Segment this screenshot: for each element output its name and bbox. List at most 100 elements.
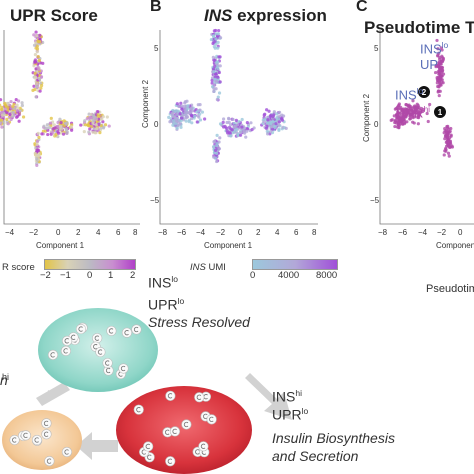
scatter-point <box>91 130 95 134</box>
state-left-sup-2: hi <box>2 372 10 382</box>
scatter-point <box>37 135 41 139</box>
scatter-point <box>428 102 432 107</box>
scatter-point <box>9 99 13 104</box>
scatter-point <box>20 101 24 105</box>
cell-nucleus <box>195 449 200 455</box>
scatter-point <box>413 111 417 115</box>
scatter-point <box>212 34 216 38</box>
panel-a-xtick: 2 <box>76 228 81 237</box>
scatter-point <box>35 163 39 167</box>
cell <box>60 345 72 356</box>
colorbar-tick: −1 <box>60 270 71 281</box>
panel-b-letter: B <box>150 0 162 15</box>
scatter-point <box>16 99 21 103</box>
scatter-point <box>239 130 243 135</box>
panel-c-legend-inslo: INSlo <box>395 86 424 103</box>
scatter-point <box>447 138 451 142</box>
scatter-point <box>99 124 103 128</box>
scatter-point <box>438 76 442 80</box>
scatter-point <box>58 117 62 121</box>
scatter-point <box>437 89 441 93</box>
scatter-point <box>394 113 399 117</box>
panel-a-xtick: 8 <box>133 228 138 237</box>
scatter-point <box>38 89 42 93</box>
scatter-point <box>95 127 99 131</box>
scatter-point <box>186 111 191 115</box>
scatter-point <box>216 46 220 50</box>
scatter-point <box>413 107 417 111</box>
cell-nucleus <box>43 431 49 437</box>
scatter-point <box>0 110 4 114</box>
scatter-point <box>178 112 182 116</box>
scatter-point <box>41 129 45 133</box>
scatter-point <box>219 36 223 40</box>
scatter-point <box>173 109 177 113</box>
cell-nucleus <box>136 407 141 413</box>
panel-b-ytick: 5 <box>154 44 159 53</box>
state-left-description: n <box>0 372 8 388</box>
scatter-point <box>33 59 37 64</box>
scatter-point <box>447 154 451 158</box>
trajectory-node <box>418 86 430 98</box>
scatter-point <box>34 95 38 99</box>
scatter-point <box>277 120 282 124</box>
scatter-point <box>212 140 216 144</box>
scatter-point <box>240 117 244 122</box>
cell <box>95 346 106 358</box>
panel-b-xlabel: Component 1 <box>204 241 253 250</box>
scatter-point <box>203 117 207 121</box>
scatter-point <box>399 119 404 123</box>
scatter-point <box>35 50 39 54</box>
cell <box>118 363 129 374</box>
arrow-peach-to-teal <box>36 382 70 406</box>
scatter-point <box>417 105 421 109</box>
scatter-point <box>3 101 7 106</box>
scatter-point <box>217 91 222 95</box>
scatter-point <box>212 145 216 149</box>
scatter-point <box>62 124 66 128</box>
panel-b-xtick: −2 <box>216 228 226 237</box>
panel-c-xtick: −6 <box>398 228 408 237</box>
scatter-point <box>404 115 408 119</box>
cell <box>165 390 176 401</box>
scatter-point <box>436 53 440 57</box>
cell <box>198 441 209 452</box>
scatter-point <box>446 144 450 148</box>
scatter-point <box>212 83 216 87</box>
scatter-point <box>231 117 235 122</box>
scatter-point <box>96 113 100 117</box>
scatter-point <box>184 116 188 120</box>
scatter-point <box>53 126 57 130</box>
scatter-point <box>59 127 64 131</box>
scatter-point <box>48 121 53 125</box>
scatter-point <box>62 119 66 123</box>
scatter-point <box>250 128 254 132</box>
scatter-point <box>184 113 188 117</box>
trajectory-node <box>434 106 446 118</box>
scatter-point <box>275 112 279 116</box>
scatter-point <box>402 110 407 115</box>
scatter-point <box>448 129 452 133</box>
scatter-point <box>242 128 246 133</box>
panel-b-colorbar-label: INS UMI <box>190 262 226 273</box>
scatter-point <box>35 82 39 86</box>
scatter-point <box>438 73 442 77</box>
scatter-point <box>437 93 441 98</box>
cell-nucleus <box>94 335 100 341</box>
scatter-point <box>213 64 217 68</box>
state-right-ins: INShi <box>272 388 302 405</box>
scatter-point <box>210 81 214 85</box>
scatter-point <box>87 124 91 128</box>
scatter-point <box>418 109 422 113</box>
scatter-point <box>170 111 174 115</box>
scatter-point <box>439 46 443 50</box>
scatter-point <box>14 97 18 102</box>
scatter-point <box>249 121 253 125</box>
panel-b-xtick: 2 <box>256 228 261 237</box>
cell <box>121 327 133 338</box>
cell <box>206 414 217 425</box>
scatter-point <box>217 28 221 33</box>
scatter-point <box>33 75 37 79</box>
panel-b-xtick: −6 <box>177 228 187 237</box>
scatter-point <box>397 121 401 125</box>
